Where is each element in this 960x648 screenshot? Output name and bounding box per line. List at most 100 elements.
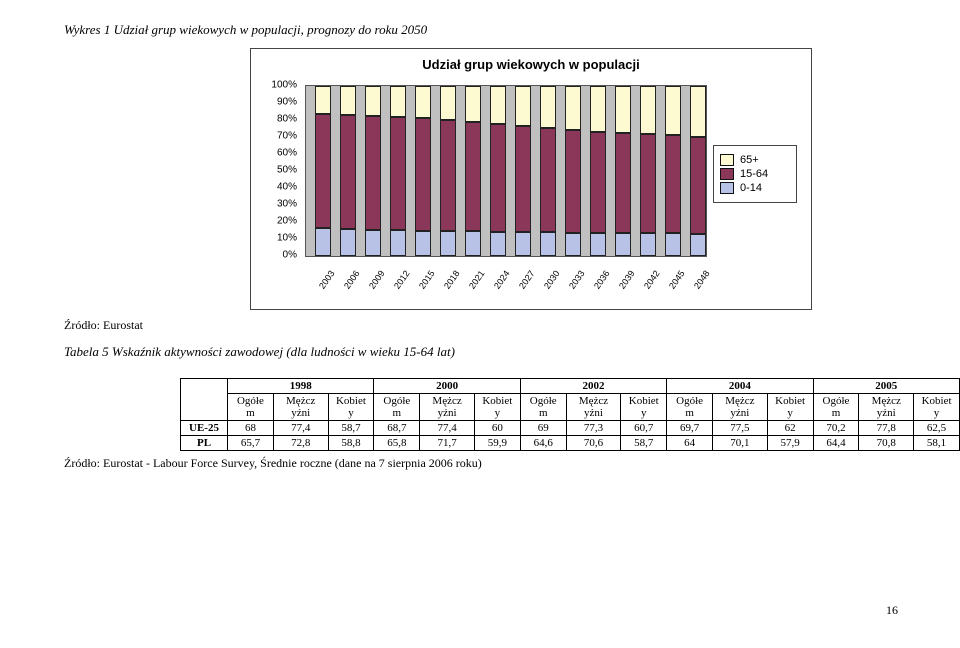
x-tick-label: 2021 [467,269,487,291]
bar-segment [615,233,631,256]
stacked-bar [390,86,406,256]
y-tick-label: 20% [277,216,297,227]
table-cell: 65,8 [374,436,420,451]
stacked-bar [465,86,481,256]
table-cell: 57,9 [767,436,813,451]
table-cell: 77,5 [713,421,768,436]
table-cell: 77,3 [566,421,621,436]
stacked-bar [440,86,456,256]
table-cell: 77,4 [420,421,475,436]
x-tick-label: 2006 [342,269,362,291]
table-sub-head: Ogółe m [667,394,713,421]
bar-segment [340,86,356,115]
stacked-bar [365,86,381,256]
stacked-bar [315,86,331,256]
table-cell: 70,6 [566,436,621,451]
table-sub-head: Mężcz yźni [566,394,621,421]
table-row-head: UE-25 [181,421,228,436]
table-cell: 68 [228,421,274,436]
bar-segment [365,86,381,116]
bar-segment [565,130,581,233]
y-tick-label: 100% [271,80,297,91]
bar-segment [665,135,681,233]
table-sub-head: Ogółe m [228,394,274,421]
x-tick-label: 2024 [492,269,512,291]
bar-segment [340,115,356,229]
legend-swatch [720,168,734,180]
stacked-bar [340,86,356,256]
y-tick-label: 70% [277,131,297,142]
x-tick-label: 2033 [567,269,587,291]
table-year-head: 2002 [520,379,666,394]
stacked-bar [665,86,681,256]
stacked-bar [565,86,581,256]
bar-segment [565,233,581,256]
table-sub-head: Kobiet y [914,394,960,421]
table-sub-head: Mężcz yźni [713,394,768,421]
bar-segment [365,116,381,230]
bar-segment [490,86,506,124]
bar-segment [565,86,581,130]
legend-label: 65+ [740,154,759,166]
stacked-bar [690,86,706,256]
table-row-head: PL [181,436,228,451]
table-cell: 59,9 [474,436,520,451]
table-cell: 58,1 [914,436,960,451]
table-corner [181,379,228,421]
bar-segment [490,232,506,256]
x-tick-label: 2027 [517,269,537,291]
chart-title: Udział grup wiekowych w populacji [251,57,811,72]
x-tick-label: 2039 [617,269,637,291]
table-sub-head: Kobiet y [328,394,374,421]
stacked-bar [415,86,431,256]
table-cell: 69,7 [667,421,713,436]
legend-item: 15-64 [720,168,790,180]
table-cell: 58,7 [328,421,374,436]
x-tick-label: 2018 [442,269,462,291]
bar-segment [540,86,556,128]
table-cell: 70,1 [713,436,768,451]
table-cell: 64 [667,436,713,451]
bar-segment [640,86,656,134]
table-sub-head: Ogółe m [813,394,859,421]
y-tick-label: 0% [283,250,297,261]
y-axis: 0%10%20%30%40%50%60%70%80%90%100% [259,85,301,255]
stacked-bar [515,86,531,256]
bar-segment [615,86,631,133]
stacked-bar [490,86,506,256]
chart-legend: 65+ 15-64 0-14 [713,145,797,203]
bar-segment [690,234,706,256]
table-cell: 70,8 [859,436,914,451]
figure-caption: Wykres 1 Udział grup wiekowych w populac… [64,22,427,38]
legend-label: 0-14 [740,182,762,194]
table-sub-head: Kobiet y [621,394,667,421]
bar-segment [590,132,606,233]
x-tick-label: 2030 [542,269,562,291]
bar-segment [440,120,456,231]
bar-segment [390,117,406,231]
table-cell: 58,7 [621,436,667,451]
bar-segment [540,128,556,232]
page-number: 16 [886,603,898,618]
y-tick-label: 30% [277,199,297,210]
bar-segment [415,231,431,257]
bar-segment [465,231,481,256]
legend-swatch [720,154,734,166]
x-tick-label: 2009 [367,269,387,291]
legend-swatch [720,182,734,194]
bar-segment [640,233,656,256]
bar-segment [390,86,406,117]
bar-segment [315,86,331,114]
table-cell: 60 [474,421,520,436]
bar-segment [665,86,681,135]
chart-plot-area [305,85,707,257]
table-cell: 77,8 [859,421,914,436]
table-cell: 77,4 [273,421,328,436]
y-tick-label: 90% [277,97,297,108]
table-year-head: 1998 [228,379,374,394]
bar-segment [590,86,606,132]
bar-segment [515,126,531,232]
x-tick-label: 2015 [417,269,437,291]
y-tick-label: 80% [277,114,297,125]
table-cell: 65,7 [228,436,274,451]
